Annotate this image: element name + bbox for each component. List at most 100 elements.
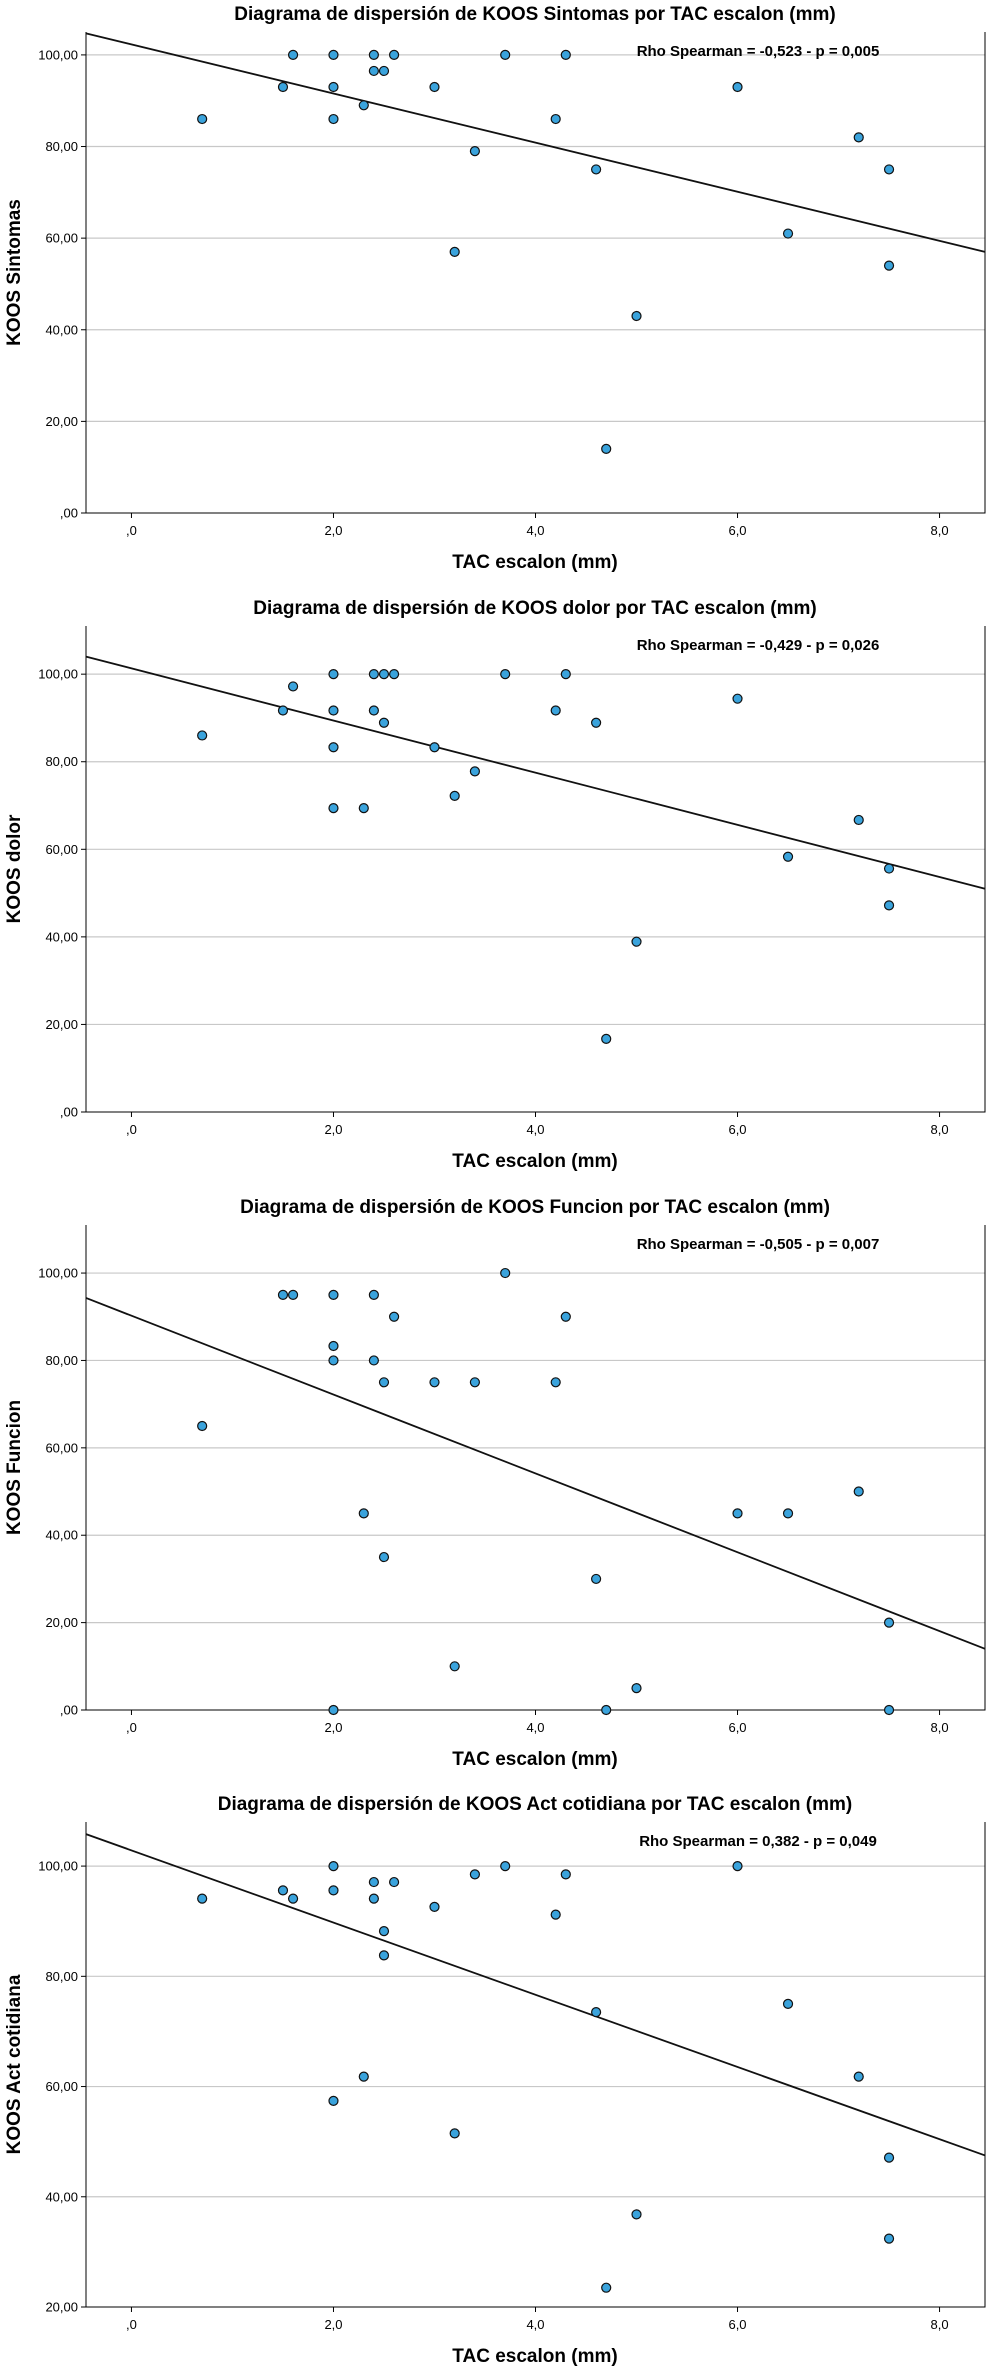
y-tick-label: 100,00 (38, 47, 78, 62)
data-point (328, 1860, 339, 1872)
data-point (368, 1893, 379, 1904)
data-point (883, 2152, 895, 2163)
data-point (782, 1998, 794, 2009)
data-point (328, 803, 339, 814)
data-point (197, 1420, 208, 1432)
data-point (883, 1617, 895, 1628)
data-point (277, 1885, 289, 1896)
x-tick-label: 6,0 (728, 2317, 746, 2332)
data-point (469, 1869, 480, 1880)
data-point (358, 2071, 369, 2082)
data-point (368, 669, 379, 680)
data-point (601, 1704, 612, 1716)
data-point (469, 1377, 480, 1388)
fit-line (85, 655, 986, 890)
y-tick-label: 100,00 (38, 667, 78, 682)
y-tick-label: 20,00 (45, 1017, 78, 1032)
data-point (429, 1377, 440, 1388)
x-tick-label: 4,0 (526, 523, 544, 538)
data-point (197, 113, 208, 125)
data-point (550, 113, 561, 125)
x-tick-label: 6,0 (728, 523, 746, 538)
y-axis-title: KOOS Sintomas (4, 199, 25, 346)
y-tick-label: 20,00 (45, 414, 78, 429)
data-point (591, 1573, 602, 1585)
data-point (469, 146, 480, 157)
data-point (550, 1377, 561, 1388)
data-point (591, 164, 602, 175)
y-tick-label: 80,00 (45, 1353, 78, 1368)
y-axis-title: KOOS dolor (4, 814, 25, 923)
x-tick-label: 2,0 (324, 1720, 342, 1735)
data-point (328, 1340, 339, 1352)
data-point (328, 49, 339, 61)
fit-line (85, 1833, 986, 2157)
data-point (601, 443, 612, 454)
data-point (378, 1950, 390, 1961)
data-point (328, 81, 339, 93)
fit-line (85, 32, 986, 253)
x-axis-title: TAC escalon (mm) (452, 1151, 617, 1172)
spearman-annotation: Rho Spearman = -0,505 - p = 0,007 (637, 1236, 880, 1253)
data-point (287, 49, 299, 61)
data-point (277, 1289, 289, 1301)
scatter-chart-4: 20,00 40,00 60,00 80,00 100,00 ,0 2,0 4,0 6,0 8,0… (4, 1794, 986, 2367)
chart-title: Diagrama de dispersión de KOOS Act cotid… (218, 1794, 853, 1815)
data-point (368, 705, 379, 716)
data-point (328, 1289, 339, 1301)
data-point (883, 900, 895, 911)
y-tick-label: 60,00 (45, 231, 78, 246)
plot-frame (85, 626, 986, 1113)
data-point (732, 1508, 743, 1519)
y-tick-label: 20,00 (45, 2300, 78, 2315)
data-point (388, 49, 400, 61)
data-point (631, 936, 642, 947)
data-point (358, 803, 369, 814)
y-tick-label: 60,00 (45, 2079, 78, 2094)
y-tick-label: ,00 (60, 1105, 78, 1120)
data-point (469, 766, 480, 777)
x-tick-label: 4,0 (526, 2317, 544, 2332)
data-point (429, 81, 440, 93)
data-point (378, 65, 390, 77)
x-tick-label: 8,0 (931, 1720, 949, 1735)
data-point (277, 705, 289, 716)
data-point (287, 1893, 299, 1904)
x-tick-label: ,0 (126, 2317, 137, 2332)
data-point (368, 49, 379, 61)
data-point (631, 310, 642, 322)
x-axis-title: TAC escalon (mm) (452, 552, 617, 573)
x-axis-title: TAC escalon (mm) (452, 1749, 617, 1770)
data-point (449, 246, 460, 257)
data-point (449, 2128, 460, 2139)
scatter-chart-2: ,00 20,00 40,00 60,00 80,00 100,00 ,0 2,0 4,0 6,0… (4, 598, 986, 1172)
data-point (500, 1267, 511, 1279)
data-point (378, 1377, 390, 1388)
spearman-annotation: Rho Spearman = -0,429 - p = 0,026 (637, 637, 880, 654)
data-point (328, 1355, 339, 1366)
x-tick-label: ,0 (126, 1720, 137, 1735)
data-point (591, 2007, 602, 2018)
data-point (732, 1860, 743, 1872)
data-point (197, 730, 208, 741)
data-point (328, 1704, 339, 1716)
data-point (388, 1876, 400, 1888)
data-point (500, 669, 511, 680)
x-tick-label: 6,0 (728, 1122, 746, 1137)
data-point (732, 81, 743, 93)
data-point (782, 851, 794, 862)
data-point (388, 1311, 400, 1322)
data-point (782, 1508, 794, 1519)
y-tick-label: 80,00 (45, 139, 78, 154)
data-point (368, 1355, 379, 1366)
x-axis-title: TAC escalon (mm) (452, 2346, 617, 2367)
x-tick-label: 8,0 (931, 2317, 949, 2332)
y-tick-label: 100,00 (38, 1266, 78, 1281)
data-point (853, 814, 864, 826)
data-point (560, 1869, 571, 1880)
data-point (287, 1289, 299, 1301)
x-tick-label: 8,0 (931, 1122, 949, 1137)
plot-frame (85, 1822, 986, 2308)
data-point (883, 2233, 895, 2244)
